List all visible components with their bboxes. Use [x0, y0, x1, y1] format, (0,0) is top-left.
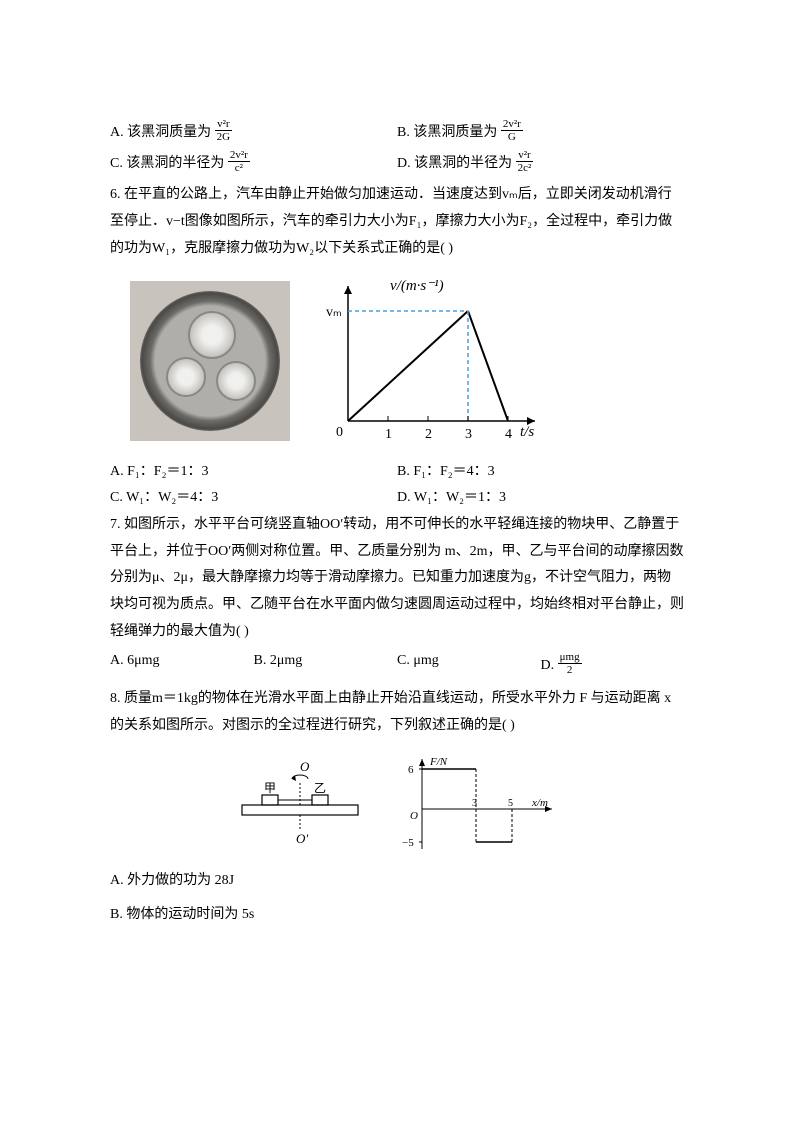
- chart-origin: O: [410, 810, 418, 822]
- chart-xlabel: t/s: [520, 424, 534, 440]
- gear-photo: [130, 281, 290, 441]
- q5-opt-b: B. 该黑洞质量为 2v²r G: [397, 120, 684, 145]
- chart-vm: vₘ: [326, 305, 342, 320]
- q7-opt-b: B. 2μmg: [254, 653, 398, 678]
- q7-d-prefix: D.: [541, 658, 558, 673]
- q6-text: 在平直的公路上，汽车由静止开始做匀加速运动．当速度达到vₘ后，立即关闭发动机滑行…: [110, 187, 672, 255]
- chart-tick: 1: [385, 427, 392, 442]
- q5-opt-d: D. 该黑洞的半径为 v²r 2c²: [397, 151, 684, 176]
- q6-question: 6. 在平直的公路上，汽车由静止开始做匀加速运动．当速度达到vₘ后，立即关闭发动…: [110, 182, 684, 262]
- q7-opt-a: A. 6μmg: [110, 653, 254, 678]
- q8-question: 8. 质量m＝1kg的物体在光滑水平面上由静止开始沿直线运动，所受水平外力 F …: [110, 686, 684, 739]
- chart-ylabel: F/N: [429, 756, 448, 768]
- frac-num: 2v²r: [228, 149, 250, 162]
- q8-opt-b: B. 物体的运动时间为 5s: [110, 902, 684, 929]
- gear-ring: [140, 291, 280, 431]
- label-o: O: [300, 759, 310, 774]
- q6-opt-c: C. W₁：W₂＝4：3: [110, 486, 397, 506]
- q7-text: 如图所示，水平平台可绕竖直轴OO′转动，用不可伸长的水平轻绳连接的物块甲、乙静置…: [110, 517, 684, 638]
- q5-row2: C. 该黑洞的半径为 2v²r c² D. 该黑洞的半径为 v²r 2c²: [110, 151, 684, 176]
- chart-tick: 2: [425, 427, 432, 442]
- frac-num: v²r: [516, 149, 534, 162]
- q6-opts-row1: A. F₁：F₂＝1：3 B. F₁：F₂＝4：3: [110, 460, 684, 480]
- frac-den: c²: [228, 162, 250, 174]
- chart-x3: 3: [472, 798, 477, 809]
- frac-den: G: [501, 131, 523, 143]
- q5-c-text: C. 该黑洞的半径为: [110, 156, 224, 171]
- q5-d-text: D. 该黑洞的半径为: [397, 156, 512, 171]
- q6-opt-b: B. F₁：F₂＝4：3: [397, 460, 684, 480]
- q7-d-frac: μmg 2: [558, 651, 582, 676]
- q8-text: 质量m＝1kg的物体在光滑水平面上由静止开始沿直线运动，所受水平外力 F 与运动…: [110, 691, 671, 733]
- q6-opts-row2: C. W₁：W₂＝4：3 D. W₁：W₂＝1：3: [110, 486, 684, 506]
- q7-opt-c: C. μmg: [397, 653, 541, 678]
- q8-fx-chart: F/N 6 −5 O 3 5 x/m: [402, 754, 562, 854]
- q5-opt-c: C. 该黑洞的半径为 2v²r c²: [110, 151, 397, 176]
- q5-row1: A. 该黑洞质量为 v²r 2G B. 该黑洞质量为 2v²r G: [110, 120, 684, 145]
- page: A. 该黑洞质量为 v²r 2G B. 该黑洞质量为 2v²r G C. 该黑洞…: [0, 0, 794, 1123]
- chart-ytop: 6: [408, 764, 414, 776]
- q6-figure-row: v/(m·s⁻¹) vₘ 0 1 2 3 4 t/s: [130, 276, 684, 446]
- label-oprime: O′: [296, 831, 308, 846]
- q7-opts: A. 6μmg B. 2μmg C. μmg D. μmg 2: [110, 653, 684, 678]
- frac-num: v²r: [215, 118, 232, 131]
- q8-figure-row: O 甲 乙 O′ F/N 6 −5 O: [110, 754, 684, 854]
- chart-tick: 3: [465, 427, 472, 442]
- frac-num: μmg: [558, 651, 582, 664]
- gear-icon: [216, 361, 256, 401]
- q5-opt-a: A. 该黑洞质量为 v²r 2G: [110, 120, 397, 145]
- chart-origin: 0: [336, 425, 343, 440]
- q8-opt-a: A. 外力做的功为 28J: [110, 868, 684, 895]
- frac-num: 2v²r: [501, 118, 523, 131]
- q5-a-frac: v²r 2G: [215, 118, 232, 143]
- chart-tick: 4: [505, 427, 512, 442]
- chart-xlabel: x/m: [531, 797, 548, 809]
- q6-opt-d: D. W₁：W₂＝1：3: [397, 486, 684, 506]
- label-jia: 甲: [264, 781, 276, 795]
- label-yi: 乙: [314, 781, 326, 795]
- q5-d-frac: v²r 2c²: [516, 149, 534, 174]
- q7-question: 7. 如图所示，水平平台可绕竖直轴OO′转动，用不可伸长的水平轻绳连接的物块甲、…: [110, 512, 684, 645]
- chart-ybot: −5: [402, 837, 414, 849]
- q6-opt-a: A. F₁：F₂＝1：3: [110, 460, 397, 480]
- frac-den: 2: [558, 664, 582, 676]
- gear-icon: [188, 311, 236, 359]
- q6-vt-chart: v/(m·s⁻¹) vₘ 0 1 2 3 4 t/s: [320, 276, 550, 446]
- q8-num: 8.: [110, 691, 121, 706]
- q5-c-frac: 2v²r c²: [228, 149, 250, 174]
- q6-num: 6.: [110, 187, 121, 202]
- q7-opt-d: D. μmg 2: [541, 653, 685, 678]
- gear-icon: [166, 357, 206, 397]
- chart-ylabel: v/(m·s⁻¹): [390, 278, 444, 294]
- q5-b-text: B. 该黑洞质量为: [397, 125, 497, 140]
- q5-b-frac: 2v²r G: [501, 118, 523, 143]
- q8-platform-diagram: O 甲 乙 O′: [232, 759, 372, 849]
- frac-den: 2G: [215, 131, 232, 143]
- frac-den: 2c²: [516, 162, 534, 174]
- q7-num: 7.: [110, 517, 121, 532]
- chart-x5: 5: [508, 798, 513, 809]
- q5-a-text: A. 该黑洞质量为: [110, 125, 211, 140]
